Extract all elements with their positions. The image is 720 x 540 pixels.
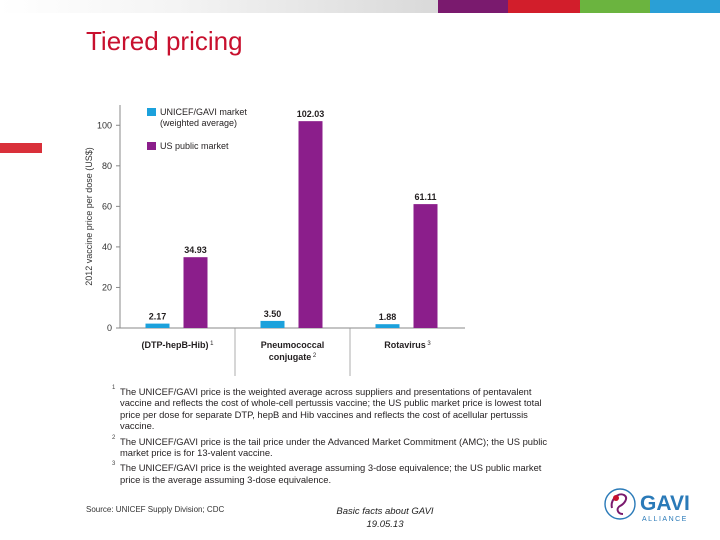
- y-tick-label: 100: [97, 120, 112, 130]
- footnote-number: 3: [112, 461, 116, 468]
- data-label: 2.17: [149, 312, 167, 322]
- y-axis-label: 2012 vaccine price per dose (US$): [84, 147, 94, 286]
- logo-subtext: ALLIANCE: [642, 516, 688, 523]
- data-label: 34.93: [184, 245, 207, 255]
- x-tick-label: Pneumococcal: [261, 340, 325, 350]
- footnote-text: The UNICEF/GAVI price is the weighted av…: [120, 386, 542, 432]
- top-bar-segment-blue: [650, 0, 720, 13]
- top-bar-segment-green: [580, 0, 650, 13]
- x-tick-label: Rotavirus 3: [384, 340, 431, 350]
- footnotes: 1 The UNICEF/GAVI price is the weighted …: [112, 385, 552, 489]
- data-label: 61.11: [414, 192, 436, 202]
- source-note: Source: UNICEF Supply Division; CDC: [86, 505, 225, 514]
- footnote-text: The UNICEF/GAVI price is the tail price …: [120, 435, 548, 459]
- x-tick-label-line2: conjugate 2: [269, 352, 317, 362]
- y-tick-label: 60: [102, 201, 112, 211]
- x-tick-label: (DTP-hepB-Hib) 1: [141, 340, 214, 350]
- x-tick-footnote: 2: [311, 353, 317, 359]
- legend-label: UNICEF/GAVI market: [160, 107, 247, 117]
- footnote-number: 2: [112, 434, 116, 441]
- bar-unicef-2: [375, 324, 400, 328]
- footnote-number: 1: [112, 385, 116, 391]
- footnote-3: 3 The UNICEF/GAVI price is the weighted …: [112, 461, 552, 485]
- data-label: 1.88: [379, 312, 397, 322]
- footnote-1: 1 The UNICEF/GAVI price is the weighted …: [112, 385, 552, 432]
- footer-caption: Basic facts about GAVI 19.05.13: [300, 505, 470, 531]
- y-tick-label: 80: [102, 161, 112, 171]
- top-color-bar: [0, 0, 720, 13]
- y-tick-label: 20: [102, 282, 112, 292]
- legend-label-line2: (weighted average): [160, 118, 237, 128]
- legend-swatch-us: [147, 142, 156, 150]
- footnote-2: 2 The UNICEF/GAVI price is the tail pric…: [112, 434, 552, 459]
- x-tick-footnote: 3: [426, 341, 432, 347]
- logo-wordmark: GAVI: [640, 492, 690, 515]
- footer-date: 19.05.13: [366, 519, 404, 530]
- footnote-text: The UNICEF/GAVI price is the weighted av…: [120, 462, 542, 485]
- top-bar-gradient: [0, 0, 438, 13]
- data-label: 3.50: [264, 309, 282, 319]
- footer-title: Basic facts about GAVI: [336, 506, 434, 517]
- x-tick-footnote: 1: [208, 341, 214, 347]
- top-bar-segment-red: [508, 0, 580, 13]
- legend-label: US public market: [160, 141, 229, 151]
- y-tick-label: 0: [107, 323, 112, 333]
- gavi-logo-icon: GAVI ALLIANCE: [604, 488, 690, 523]
- bar-unicef-0: [145, 323, 170, 328]
- bar-us-0: [183, 257, 208, 328]
- chart-svg: 0 20 40 60 80 100 2012 vaccine price per dose …: [84, 105, 465, 376]
- accent-red-tab: [0, 143, 42, 153]
- bar-us-1: [298, 121, 323, 328]
- gavi-logo: GAVI ALLIANCE: [600, 482, 710, 530]
- bar-us-2: [413, 204, 438, 328]
- top-bar-segment-purple: [438, 0, 508, 13]
- data-label: 102.03: [297, 109, 325, 119]
- y-tick-label: 40: [102, 242, 112, 252]
- bar-unicef-1: [260, 320, 285, 328]
- chart: 0 20 40 60 80 100 2012 vaccine price per dose …: [80, 100, 480, 380]
- slide-title: Tiered pricing: [86, 26, 243, 56]
- legend-swatch-unicef: [147, 108, 156, 116]
